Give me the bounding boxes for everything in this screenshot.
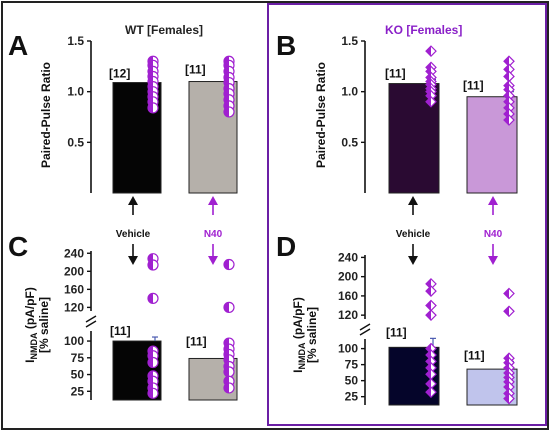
- panel-label-c: C: [8, 231, 28, 262]
- n-label: [11]: [386, 325, 407, 339]
- panel-c: 25 50 75 100 120 160 200 240 [11] [11]: [64, 246, 238, 401]
- data-point-fill: [426, 300, 431, 311]
- n-label: [11]: [186, 335, 207, 349]
- data-point-fill: [426, 378, 431, 389]
- data-point-fill: [148, 388, 153, 399]
- svg-text:Vehicle: Vehicle: [116, 229, 151, 240]
- svg-text:N40: N40: [484, 229, 503, 240]
- svg-text:[% saline]: [% saline]: [305, 307, 319, 363]
- y-tick-label: 50: [345, 374, 359, 388]
- panel-label-a: A: [8, 30, 28, 61]
- treatment-n40-right: N40: [484, 196, 503, 265]
- data-point-fill: [504, 71, 509, 82]
- n-label: [11]: [463, 79, 484, 93]
- data-point-fill: [148, 293, 153, 304]
- svg-text:N40: N40: [204, 229, 223, 240]
- y-tick-label: 1.5: [341, 34, 358, 48]
- data-point-fill: [224, 382, 229, 393]
- ko-frame: [267, 3, 547, 426]
- data-point-fill: [224, 366, 229, 377]
- ylabel-b: Paired-Pulse Ratio: [314, 62, 328, 168]
- n-label: [11]: [385, 67, 406, 81]
- y-tick-label: 75: [345, 358, 359, 372]
- data-point-fill: [504, 288, 509, 299]
- data-point-fill: [426, 278, 431, 289]
- y-tick-label: 240: [338, 250, 358, 264]
- axis-break: [359, 328, 371, 336]
- data-point-fill: [224, 259, 229, 270]
- y-tick-label: 50: [71, 368, 85, 382]
- data-point-fill: [426, 96, 431, 107]
- y-tick-label: 100: [64, 334, 84, 348]
- ylabel-a: Paired-Pulse Ratio: [39, 62, 53, 168]
- n-label: [11]: [464, 348, 485, 362]
- y-tick-label: 200: [338, 270, 358, 284]
- y-tick-label: 0.5: [341, 135, 358, 149]
- y-tick-label: 200: [64, 264, 84, 278]
- y-tick-label: 1.5: [67, 34, 84, 48]
- panel-label-b: B: [276, 30, 296, 61]
- data-point-fill: [504, 56, 509, 67]
- data-point-fill: [148, 102, 153, 113]
- y-tick-label: 120: [338, 308, 358, 322]
- ko-title: KO [Females]: [385, 23, 462, 37]
- panel-d: 25 50 75 100 120 160 200 240 [11] [11]: [338, 250, 518, 406]
- y-tick-label: 25: [345, 390, 359, 404]
- treatment-vehicle-left: Vehicle: [116, 196, 151, 265]
- n-label: [11]: [110, 324, 131, 338]
- panel-b: 0.5 1.0 1.5 [11] [11]: [341, 34, 518, 194]
- y-tick-label: 25: [71, 384, 85, 398]
- y-tick-label: 160: [64, 282, 84, 296]
- data-point-fill: [504, 115, 509, 126]
- data-point-fill: [426, 310, 431, 321]
- svg-text:Vehicle: Vehicle: [396, 229, 431, 240]
- treatment-vehicle-right: Vehicle: [396, 196, 431, 265]
- y-tick-label: 100: [338, 342, 358, 356]
- panel-label-d: D: [276, 231, 296, 262]
- treatment-n40-left: N40: [204, 196, 223, 265]
- data-point-fill: [426, 46, 431, 57]
- data-point-fill: [426, 387, 431, 398]
- data-point-fill: [426, 369, 431, 380]
- y-tick-label: 1.0: [67, 85, 84, 99]
- y-tick-label: 75: [71, 351, 85, 365]
- data-point-fill: [148, 357, 153, 368]
- data-point-fill: [224, 302, 229, 313]
- y-tick-label: 1.0: [341, 85, 358, 99]
- n-label: [11]: [185, 62, 206, 76]
- ylabel-d: INMDA (pA/pF) [% saline]: [291, 297, 319, 373]
- svg-text:[% saline]: [% saline]: [37, 297, 51, 353]
- ylabel-c: INMDA (pA/pF) [% saline]: [23, 287, 51, 363]
- axis-break: [85, 315, 97, 323]
- panel-a: 0.5 1.0 1.5 [12] [11]: [67, 34, 238, 194]
- bar-n40: [188, 81, 238, 194]
- axis-break: [85, 320, 97, 328]
- y-tick-label: 160: [338, 289, 358, 303]
- wt-title: WT [Females]: [125, 23, 203, 37]
- axis-break: [359, 323, 371, 331]
- data-point-fill: [504, 393, 509, 404]
- y-tick-label: 120: [64, 300, 84, 314]
- data-point-fill: [426, 286, 431, 297]
- y-tick-label: 240: [64, 246, 84, 260]
- y-tick-label: 0.5: [67, 135, 84, 149]
- data-point-fill: [224, 106, 229, 117]
- data-point-fill: [504, 306, 509, 317]
- data-point-fill: [148, 259, 153, 270]
- n-label: [12]: [109, 67, 130, 81]
